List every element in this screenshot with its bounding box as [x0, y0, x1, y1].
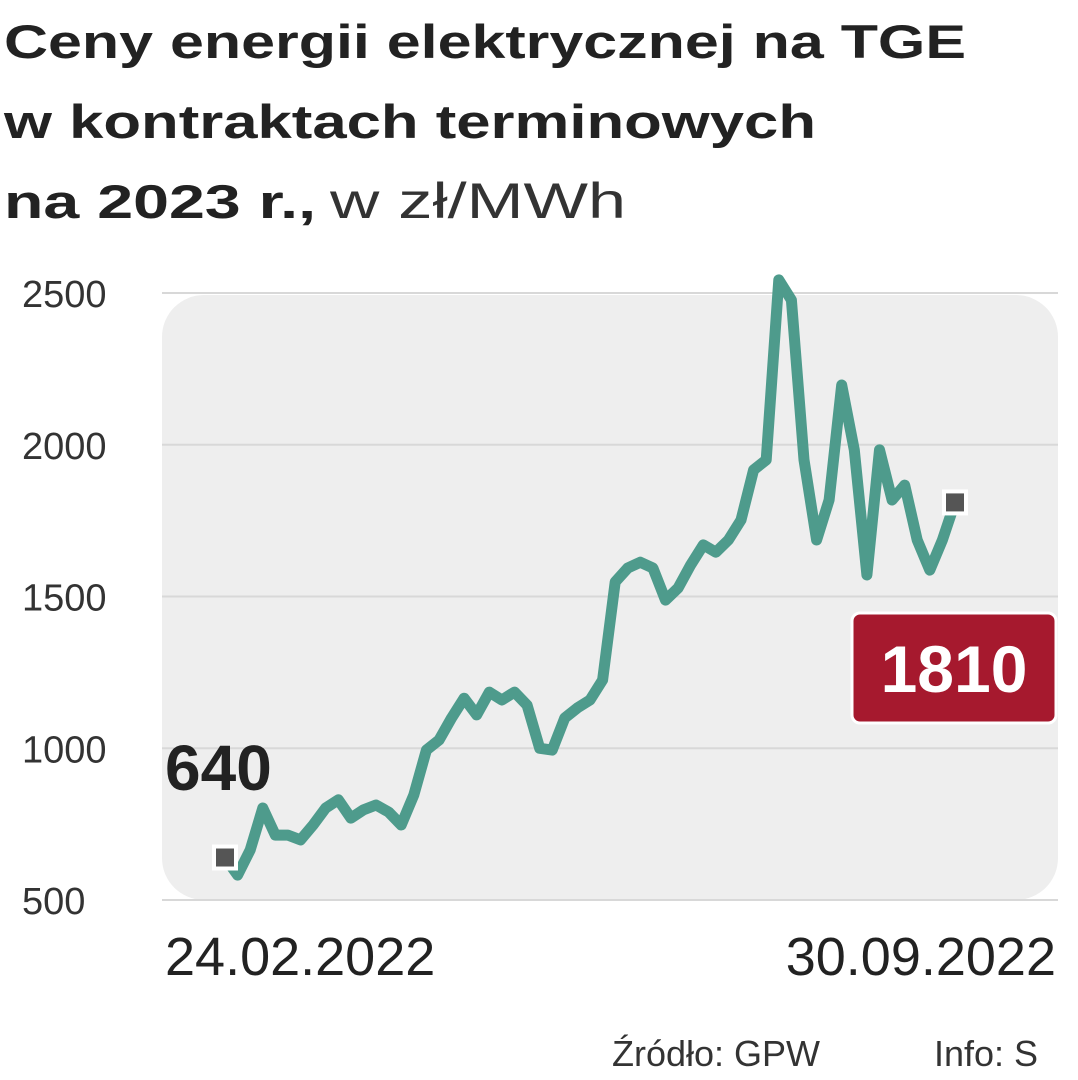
end-marker	[212, 844, 238, 871]
y-tick-label: 2000	[22, 426, 107, 468]
x-tick-label: 30.09.2022	[786, 927, 1056, 987]
price-line	[219, 274, 961, 881]
end-label-box	[850, 611, 1058, 725]
y-tick-label: 2500	[22, 274, 107, 316]
title-line: na 2023 r.,	[4, 175, 316, 228]
end-label: 1810	[881, 632, 1028, 706]
title-line: Ceny energii elektrycznej na TGE	[4, 15, 966, 68]
credit: Info: S	[934, 1033, 1038, 1074]
y-tick-label: 1500	[22, 578, 107, 620]
plot	[212, 274, 968, 881]
x-tick-label: 24.02.2022	[165, 927, 435, 987]
subtitle: w zł/MWh	[329, 173, 626, 229]
end-marker	[942, 489, 968, 516]
y-tick-label: 1000	[22, 729, 107, 771]
source: Źródło: GPW	[612, 1033, 820, 1074]
start-label: 640	[165, 732, 272, 804]
y-tick-label: 500	[22, 881, 85, 923]
title-line: w kontraktach terminowych	[3, 95, 816, 148]
